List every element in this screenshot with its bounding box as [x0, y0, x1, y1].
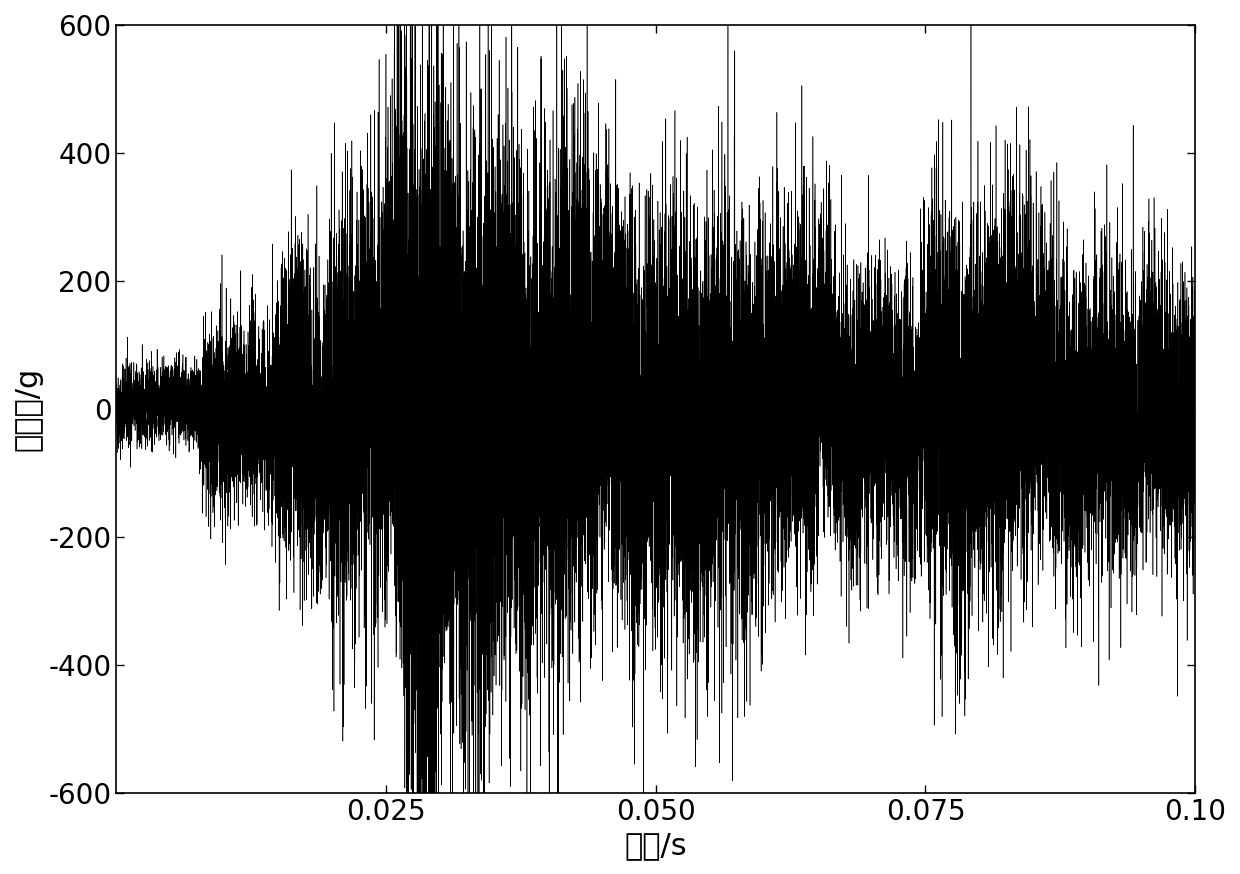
X-axis label: 时间/s: 时间/s	[625, 831, 687, 860]
Y-axis label: 加速度/g: 加速度/g	[14, 367, 43, 451]
